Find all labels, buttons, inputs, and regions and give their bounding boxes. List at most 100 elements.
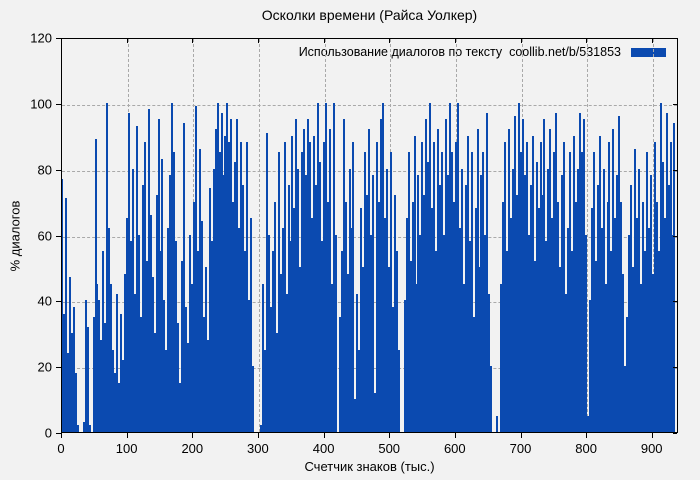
bar [427, 162, 430, 432]
y-tick-mirror [673, 169, 677, 171]
bar [376, 142, 379, 432]
bar [639, 283, 642, 432]
bar [488, 293, 491, 432]
bar [523, 175, 526, 432]
bar [137, 234, 140, 432]
bar [521, 119, 524, 432]
bar [342, 119, 345, 432]
bar [478, 267, 481, 432]
x-tick-label: 700 [509, 441, 532, 456]
bar [372, 175, 375, 432]
bar [651, 274, 654, 432]
bar [655, 201, 658, 432]
bar [366, 195, 369, 432]
bar [271, 251, 274, 432]
bar [145, 260, 148, 432]
bar [208, 188, 211, 432]
bar [663, 218, 666, 432]
x-tick [520, 433, 522, 438]
bar [322, 142, 325, 432]
bar [559, 267, 562, 432]
x-tick-label: 0 [57, 441, 65, 456]
y-tick-label: 0 [44, 425, 52, 441]
bar [74, 372, 77, 432]
bar [667, 185, 670, 432]
bar [187, 343, 189, 432]
bar [279, 274, 282, 432]
bar [86, 326, 89, 432]
gridline-vertical [652, 39, 654, 432]
bar [395, 251, 398, 432]
bar [508, 129, 510, 432]
bar [171, 102, 174, 432]
bar [620, 201, 623, 432]
bar [443, 234, 445, 432]
bar [500, 283, 503, 432]
bar [671, 234, 674, 432]
bar [265, 132, 268, 432]
bar [183, 122, 186, 432]
gridline-vertical [587, 39, 589, 432]
bar [157, 119, 160, 432]
bar [454, 142, 457, 432]
bar [571, 251, 573, 432]
bar [104, 323, 107, 432]
y-tick [56, 169, 61, 171]
bar [275, 333, 278, 432]
bar [319, 162, 321, 432]
bar [626, 316, 629, 432]
bar [576, 168, 579, 432]
x-tick-label: 100 [115, 441, 138, 456]
bar [313, 135, 316, 432]
bar [273, 201, 276, 432]
bar [269, 306, 272, 432]
bar [380, 119, 382, 432]
x-tick [192, 433, 194, 438]
bar [68, 277, 71, 432]
bar [303, 129, 306, 432]
x-tick-mirror [651, 39, 653, 43]
bar [196, 251, 199, 432]
bar [98, 300, 101, 432]
x-tick-mirror [454, 39, 456, 43]
bar [232, 201, 235, 432]
bar [179, 382, 182, 432]
bar [76, 425, 79, 432]
bar [382, 102, 384, 432]
x-tick-mirror [586, 39, 588, 43]
bar [513, 116, 516, 432]
bar [248, 300, 251, 432]
bar [96, 283, 99, 432]
bar [72, 306, 75, 432]
bar [287, 185, 290, 432]
bar [541, 195, 544, 432]
bar [405, 218, 408, 432]
bar [462, 283, 465, 432]
bar [305, 175, 308, 432]
bar [616, 175, 619, 432]
bar [669, 142, 672, 432]
bar [634, 148, 636, 432]
x-tick-label: 500 [378, 441, 401, 456]
bar [289, 241, 292, 432]
bar [470, 152, 473, 432]
bar [425, 119, 428, 432]
bar [641, 201, 644, 432]
bar [159, 251, 162, 432]
bar [496, 415, 499, 432]
bar [482, 152, 485, 432]
bar [131, 168, 134, 432]
x-tick [61, 433, 62, 438]
bar [368, 129, 371, 432]
bar [165, 349, 168, 432]
y-tick-label: 20 [37, 359, 52, 375]
bar [517, 102, 520, 432]
bar [506, 251, 508, 432]
bar [574, 201, 577, 432]
bar [185, 306, 188, 432]
bar [210, 241, 213, 432]
bar [413, 135, 416, 432]
bar [167, 227, 170, 432]
bar [364, 152, 367, 432]
bar [108, 227, 111, 432]
